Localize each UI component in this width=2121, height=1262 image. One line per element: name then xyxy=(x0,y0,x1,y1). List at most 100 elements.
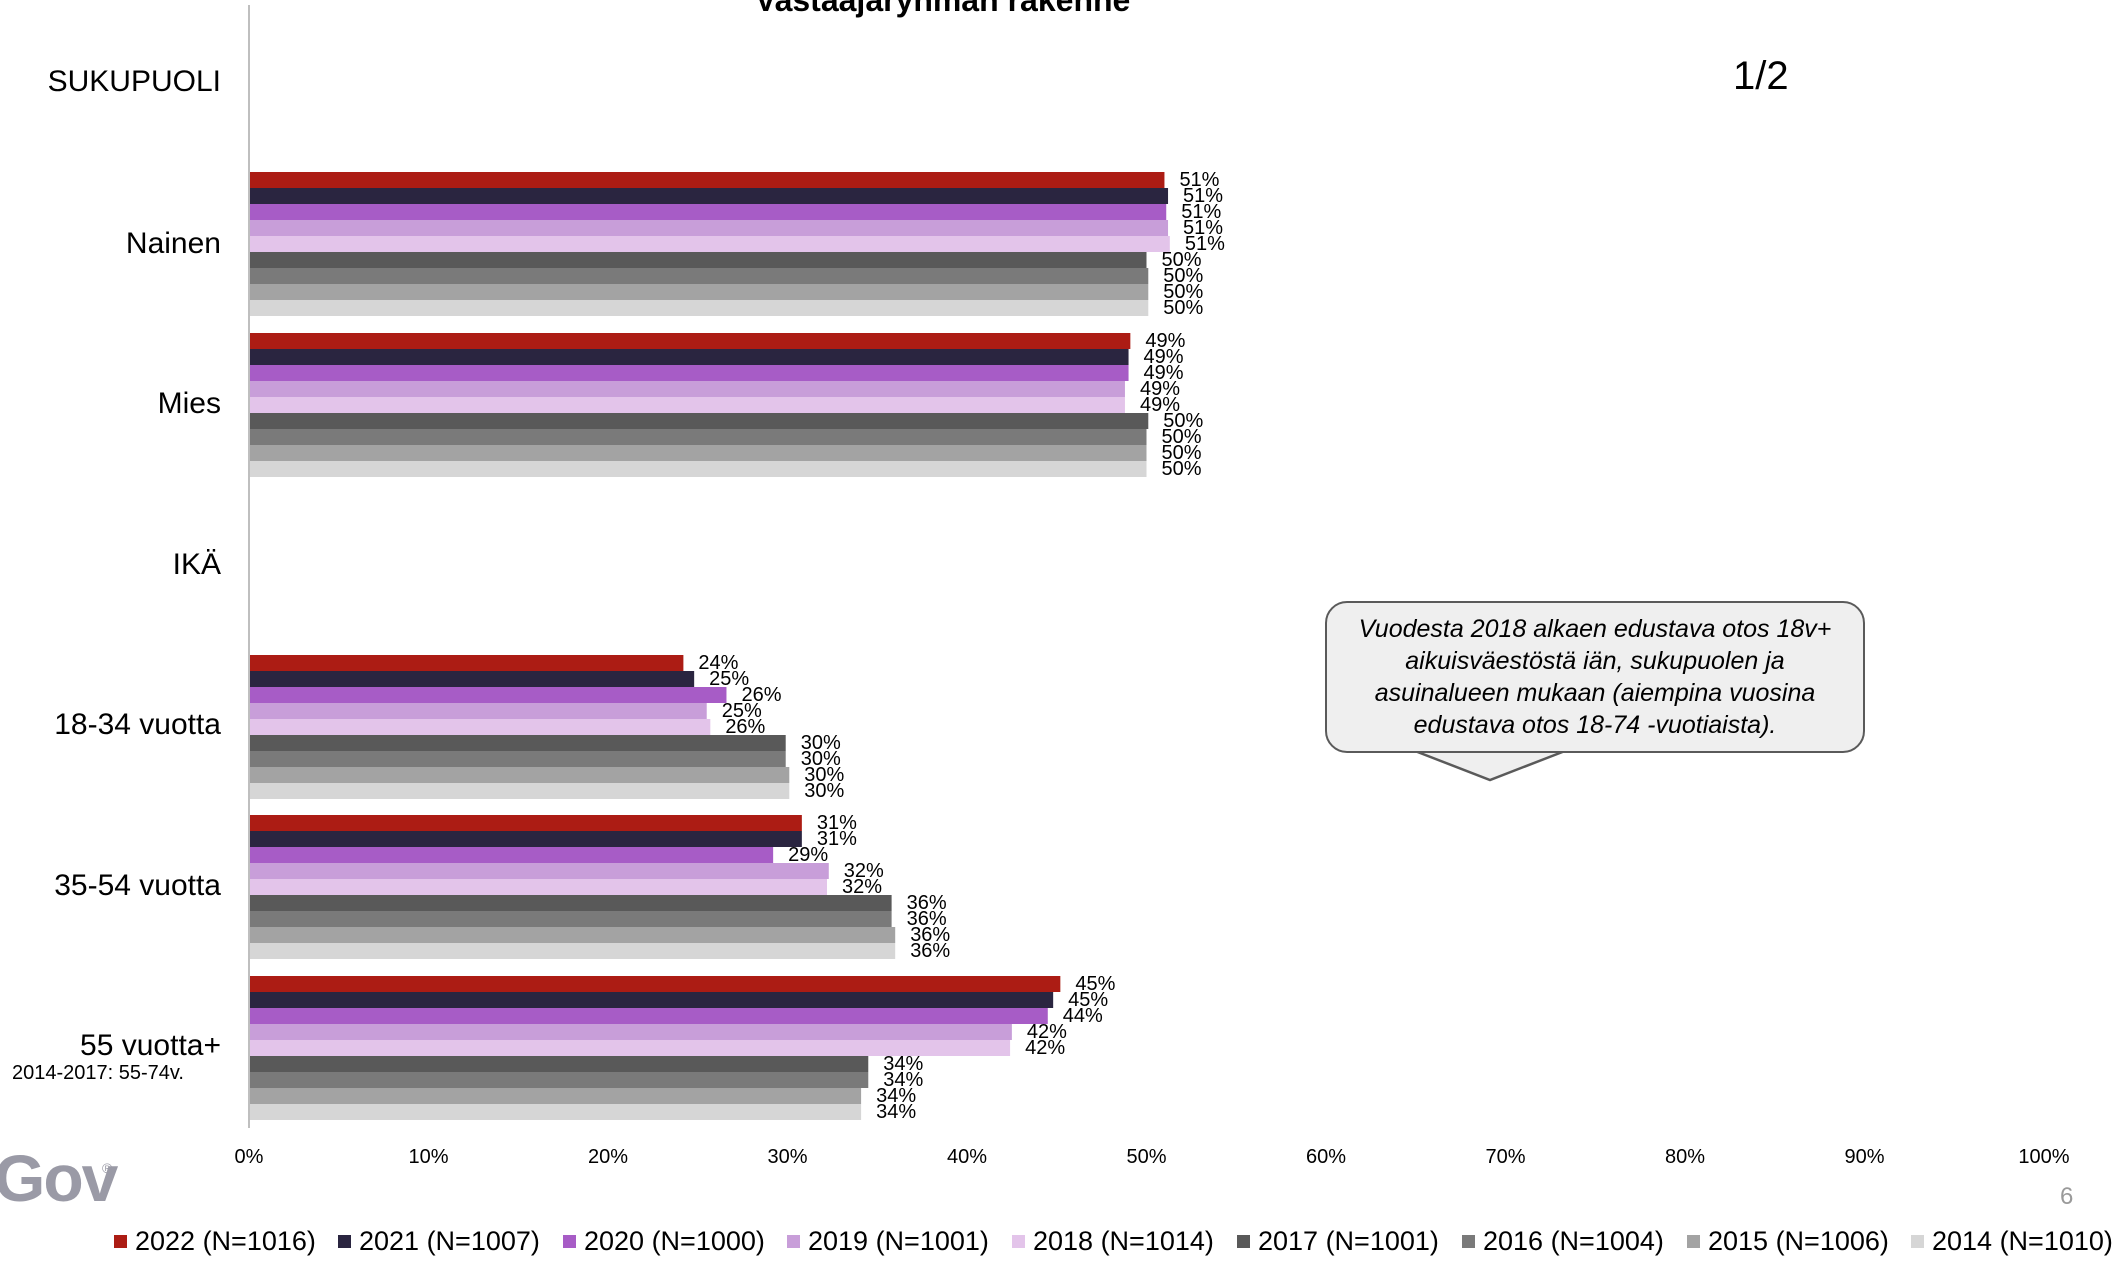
data-label: 34% xyxy=(876,1085,916,1107)
data-label: 34% xyxy=(883,1069,923,1091)
data-label: 32% xyxy=(844,860,884,882)
data-label: 50% xyxy=(1162,249,1202,271)
data-label: 25% xyxy=(709,668,749,690)
bar xyxy=(249,1104,862,1120)
data-label: 45% xyxy=(1075,973,1115,995)
legend-item: 2021 (N=1007) xyxy=(338,1226,540,1257)
legend-item: 2022 (N=1016) xyxy=(114,1226,316,1257)
bar xyxy=(249,911,892,927)
legend-label: 2017 (N=1001) xyxy=(1258,1226,1439,1256)
legend-swatch xyxy=(1462,1235,1475,1248)
bar xyxy=(249,703,707,719)
data-label: 30% xyxy=(804,780,844,802)
legend-item: 2015 (N=1006) xyxy=(1687,1226,1889,1257)
data-label: 49% xyxy=(1140,394,1180,416)
bar xyxy=(249,236,1170,252)
data-label: 49% xyxy=(1144,362,1184,384)
bar xyxy=(249,943,896,959)
data-label: 31% xyxy=(817,812,857,834)
slide-number: 6 xyxy=(2060,1183,2074,1210)
category-label: 35-54 vuotta xyxy=(54,869,221,902)
bar xyxy=(249,1056,869,1072)
bar xyxy=(249,349,1129,365)
bar xyxy=(249,429,1147,445)
data-label: 51% xyxy=(1179,169,1219,191)
data-label: 50% xyxy=(1163,410,1203,432)
legend-label: 2022 (N=1016) xyxy=(135,1226,316,1256)
x-tick-label: 30% xyxy=(767,1146,807,1168)
bar xyxy=(249,879,827,895)
data-label: 36% xyxy=(910,924,950,946)
x-tick-label: 20% xyxy=(588,1146,628,1168)
bar xyxy=(249,655,684,671)
bar xyxy=(249,735,786,751)
data-label: 50% xyxy=(1162,458,1202,480)
bar xyxy=(249,719,711,735)
data-label: 26% xyxy=(741,684,781,706)
bar xyxy=(249,1008,1048,1024)
data-label: 30% xyxy=(801,732,841,754)
x-tick-label: 80% xyxy=(1665,1146,1705,1168)
data-label: 44% xyxy=(1063,1005,1103,1027)
data-label: 49% xyxy=(1144,346,1184,368)
data-label: 45% xyxy=(1068,989,1108,1011)
bar xyxy=(249,847,774,863)
bar xyxy=(249,172,1165,188)
category-label: Nainen xyxy=(125,227,221,260)
bar xyxy=(249,815,802,831)
legend-item: 2016 (N=1004) xyxy=(1462,1226,1664,1257)
age-footnote: 2014-2017: 55-74v. xyxy=(12,1062,184,1084)
data-label: 51% xyxy=(1183,185,1223,207)
bar xyxy=(249,461,1147,477)
data-label: 24% xyxy=(698,652,738,674)
legend-label: 2015 (N=1006) xyxy=(1708,1226,1889,1256)
x-tick-label: 70% xyxy=(1485,1146,1525,1168)
legend-swatch xyxy=(1012,1235,1025,1248)
data-label: 49% xyxy=(1145,330,1185,352)
bar xyxy=(249,300,1149,316)
legend-item: 2019 (N=1001) xyxy=(787,1226,989,1257)
bar xyxy=(249,1088,862,1104)
sampling-note-callout: Vuodesta 2018 alkaen edustava otos 18v+ … xyxy=(1325,601,1865,753)
data-label: 42% xyxy=(1025,1037,1065,1059)
chart-title: Vastaajaryhmän rakenne xyxy=(755,0,1131,18)
data-label: 36% xyxy=(910,940,950,962)
legend-label: 2019 (N=1001) xyxy=(808,1226,989,1256)
registered-mark: ® xyxy=(102,1160,113,1176)
bar xyxy=(249,365,1129,381)
legend-swatch xyxy=(1911,1235,1924,1248)
legend-swatch xyxy=(563,1235,576,1248)
category-label: SUKUPUOLI xyxy=(47,65,221,98)
bar xyxy=(249,284,1149,300)
legend-swatch xyxy=(1237,1235,1250,1248)
bar xyxy=(249,397,1125,413)
bar xyxy=(249,687,727,703)
legend-label: 2018 (N=1014) xyxy=(1033,1226,1214,1256)
data-label: 30% xyxy=(804,764,844,786)
category-label: 18-34 vuotta xyxy=(54,708,221,741)
bar xyxy=(249,863,829,879)
legend-item: 2017 (N=1001) xyxy=(1237,1226,1439,1257)
data-label: 50% xyxy=(1163,265,1203,287)
legend-swatch xyxy=(338,1235,351,1248)
bar xyxy=(249,751,786,767)
x-tick-label: 50% xyxy=(1126,1146,1166,1168)
legend-swatch xyxy=(114,1235,127,1248)
data-label: 29% xyxy=(788,844,828,866)
data-label: 49% xyxy=(1140,378,1180,400)
data-label: 50% xyxy=(1163,297,1203,319)
bar xyxy=(249,767,790,783)
legend-swatch xyxy=(787,1235,800,1248)
category-label: Mies xyxy=(157,387,221,420)
data-label: 34% xyxy=(876,1101,916,1123)
bar xyxy=(249,333,1131,349)
page-indicator: 1/2 xyxy=(1733,54,1789,98)
legend-label: 2020 (N=1000) xyxy=(584,1226,765,1256)
data-label: 26% xyxy=(725,716,765,738)
sampling-note-text: Vuodesta 2018 alkaen edustava otos 18v+ … xyxy=(1358,615,1832,739)
category-label: IKÄ xyxy=(172,548,221,581)
bar xyxy=(249,895,892,911)
bar xyxy=(249,381,1125,397)
category-label: 55 vuotta+ xyxy=(80,1029,221,1062)
bar xyxy=(249,445,1147,461)
